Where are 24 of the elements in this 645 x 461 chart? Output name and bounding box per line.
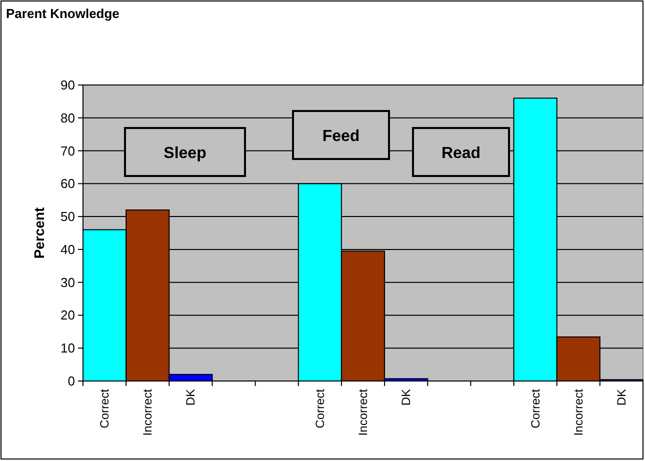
chart-title: Parent Knowledge	[6, 6, 120, 21]
annotation: Sleep	[164, 145, 207, 162]
y-axis-title: Percent	[31, 206, 47, 259]
y-tick-label: 50	[60, 209, 75, 224]
x-tick-label: Correct	[312, 388, 327, 428]
y-tick-label: 40	[60, 242, 75, 257]
y-tick-label: 0	[68, 374, 75, 388]
y-tick-label: 80	[60, 110, 75, 126]
y-tick-label: 70	[60, 143, 75, 158]
y-tick-label: 30	[60, 274, 75, 290]
y-tick-label: 20	[60, 308, 75, 323]
x-tick-label: Incorrect	[356, 388, 370, 436]
x-tick-label: Correct	[98, 388, 112, 428]
y-tick-label: 60	[60, 176, 75, 192]
y-tick-label: 90	[60, 78, 75, 92]
y-tick-label: 10	[60, 340, 75, 356]
annotation: Read	[441, 145, 481, 162]
annotation: Feed	[322, 128, 360, 145]
x-tick-label: DK	[614, 389, 628, 406]
x-tick-label: DK	[399, 389, 414, 406]
x-tick-label: Correct	[528, 388, 542, 428]
x-tick-label: DK	[184, 389, 198, 406]
x-tick-label: Incorrect	[140, 388, 155, 436]
x-tick-label: Incorrect	[571, 388, 586, 436]
